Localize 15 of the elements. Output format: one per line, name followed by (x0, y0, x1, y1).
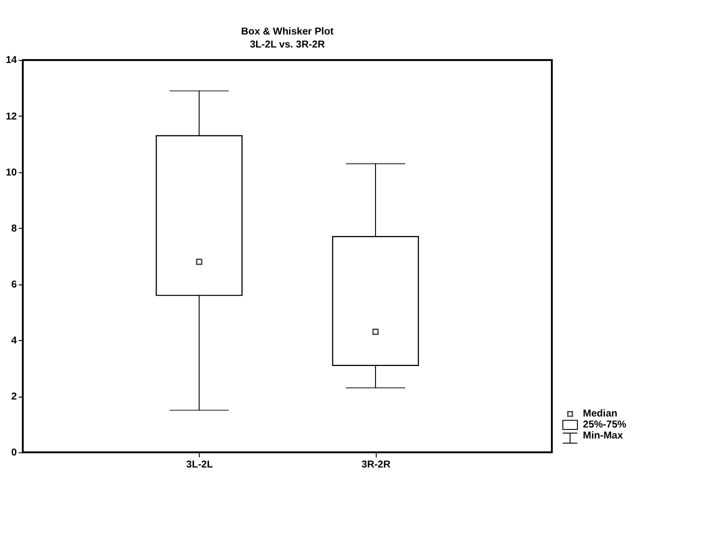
y-tick-label: 0 (11, 447, 18, 458)
y-tick-label: 6 (11, 279, 18, 290)
y-tick-label: 14 (6, 55, 18, 66)
chart-subtitle: 3L-2L vs. 3R-2R (250, 39, 326, 50)
y-tick-label: 2 (11, 391, 18, 402)
y-tick-label: 10 (6, 167, 18, 178)
x-tick-label: 3L-2L (186, 459, 213, 470)
text: Median (582, 408, 618, 420)
x-tick-label: 3R-2R (361, 459, 392, 470)
y-tick-label: 4 (11, 335, 18, 346)
text: Min-Max (582, 430, 624, 442)
text: 25%-75% (582, 420, 626, 431)
y-tick-label: 12 (6, 111, 18, 122)
y-tick-label: 8 (11, 223, 18, 234)
chart-title: Box & Whisker Plot (241, 26, 334, 38)
